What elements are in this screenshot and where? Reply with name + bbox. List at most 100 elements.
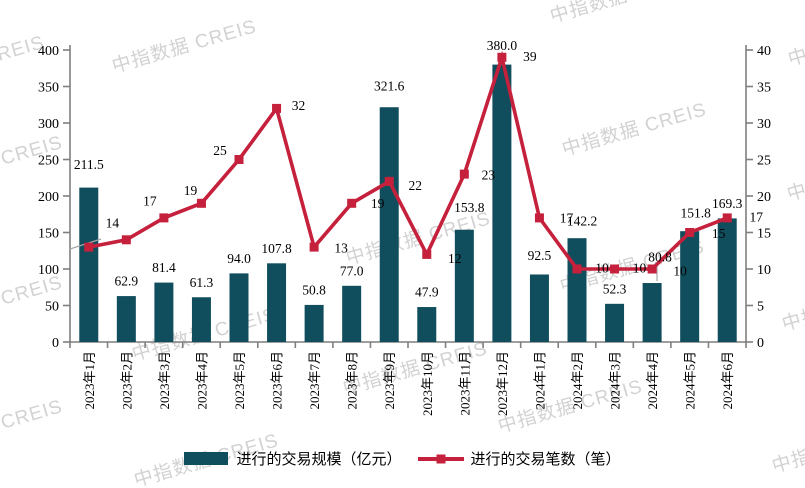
x-axis-category-label: 2023年11月: [457, 351, 472, 416]
bar: [191, 297, 211, 342]
line-value-label: 22: [408, 178, 422, 193]
line-point: [309, 242, 319, 252]
legend-line-swatch: [417, 454, 464, 463]
bar: [154, 282, 174, 342]
left-axis-tick-label: 250: [38, 154, 59, 169]
bar-value-label: 81.4: [152, 260, 176, 275]
x-axis-category-label: 2024年4月: [645, 351, 660, 410]
right-axis-tick-label: 35: [757, 81, 771, 96]
bar-value-label: 62.9: [115, 274, 139, 289]
line-point: [534, 213, 544, 223]
line-point: [347, 198, 357, 208]
bar: [680, 231, 700, 342]
bar: [454, 229, 474, 342]
line-value-label: 32: [292, 98, 306, 113]
left-axis-tick-label: 200: [38, 190, 59, 205]
x-axis-category-label: 2023年3月: [157, 351, 172, 410]
bar-value-label: 107.8: [261, 241, 292, 256]
bar-value-label: 52.3: [603, 281, 627, 296]
x-axis-category-label: 2023年1月: [82, 351, 97, 410]
right-axis-tick-label: 30: [757, 117, 771, 132]
bar: [417, 307, 437, 342]
line-value-label: 19: [371, 196, 385, 211]
right-axis-tick-label: 25: [757, 154, 771, 169]
line-point: [196, 198, 206, 208]
x-axis-category-label: 2024年2月: [570, 351, 585, 410]
x-axis-category-label: 2024年3月: [608, 351, 623, 410]
x-axis-category-label: 2023年2月: [119, 351, 134, 410]
bar: [79, 187, 99, 342]
right-axis-tick-label: 5: [757, 300, 764, 315]
bar: [642, 283, 662, 342]
line-value-label: 12: [448, 251, 462, 266]
line-series: [88, 50, 728, 271]
bar-value-label: 321.6: [374, 79, 405, 94]
bar-value-label: 47.9: [415, 285, 439, 300]
bar-value-label: 169.3: [712, 196, 743, 211]
line-value-label: 25: [213, 143, 227, 158]
left-axis-tick-label: 50: [45, 300, 59, 315]
line-value-label: 10: [595, 261, 609, 276]
line-markers: [84, 52, 732, 274]
bar: [529, 274, 549, 342]
bar-value-label: 77.0: [340, 263, 364, 278]
line-point: [422, 249, 432, 259]
bar: [116, 296, 136, 342]
bar-value-label: 50.8: [302, 282, 326, 297]
bar-value-label: 80.8: [648, 250, 672, 265]
x-axis-category-label: 2023年10月: [420, 351, 435, 416]
line-point: [234, 155, 244, 164]
right-axis-tick-label: 20: [757, 190, 771, 205]
line-value-label: 17: [143, 193, 157, 208]
line-point: [459, 169, 469, 179]
line-point: [121, 235, 131, 245]
legend: 进行的交易规模（亿元） 进行的交易笔数（笔）: [0, 448, 805, 469]
x-axis-category-label: 2023年4月: [194, 351, 209, 410]
line-point: [384, 176, 394, 186]
bar: [567, 238, 587, 342]
left-axis-tick-label: 150: [38, 227, 59, 242]
bar-series: [79, 64, 737, 343]
right-axis-tick-label: 15: [757, 227, 771, 242]
line-point: [272, 103, 282, 113]
right-axis-tick-label: 0: [757, 336, 764, 351]
axes: [63, 45, 753, 348]
bar-value-label: 151.8: [680, 206, 711, 221]
x-axis-category-label: 2023年9月: [382, 351, 397, 410]
bar-value-label: 211.5: [74, 157, 104, 172]
bar-value-label: 94.0: [227, 251, 251, 266]
x-axis-category-label: 2023年5月: [232, 351, 247, 410]
left-axis-tick-label: 350: [38, 81, 59, 96]
line-value-label: 19: [184, 183, 198, 198]
left-axis-tick-label: 300: [38, 117, 59, 132]
line-value-label: 17: [560, 210, 574, 225]
x-axis-category-label: 2024年5月: [683, 351, 698, 410]
line-point: [572, 264, 582, 274]
bar-value-label: 142.2: [567, 214, 597, 229]
bar-value-label: 61.3: [190, 275, 214, 290]
x-axis-category-label: 2023年12月: [495, 351, 510, 416]
bar: [304, 304, 324, 342]
line-point: [159, 213, 169, 223]
line-value-label: 39: [523, 49, 537, 64]
line-value-label: 10: [673, 264, 687, 279]
line-point: [685, 228, 695, 237]
line-value-label: 13: [334, 241, 348, 256]
right-axis-tick-label: 10: [757, 263, 771, 278]
data-labels: 211.5 62.9 81.4 61.3 94.0 107.8 50.8 77.0 321.6 4…: [74, 38, 763, 299]
line-point: [84, 242, 94, 252]
bar: [229, 273, 249, 342]
x-axis-category-label: 2024年1月: [532, 351, 547, 410]
bar: [492, 64, 512, 342]
line-value-label: 17: [749, 209, 763, 224]
bar: [267, 263, 287, 342]
legend-line-marker-icon: [436, 454, 445, 463]
line-point: [722, 213, 732, 223]
x-axis-category-label: 2023年7月: [307, 351, 322, 410]
x-axis-category-label: 2024年6月: [720, 351, 735, 410]
line-point: [497, 52, 507, 62]
bar-value-label: 380.0: [487, 38, 518, 53]
line-value-label: 23: [482, 168, 496, 183]
